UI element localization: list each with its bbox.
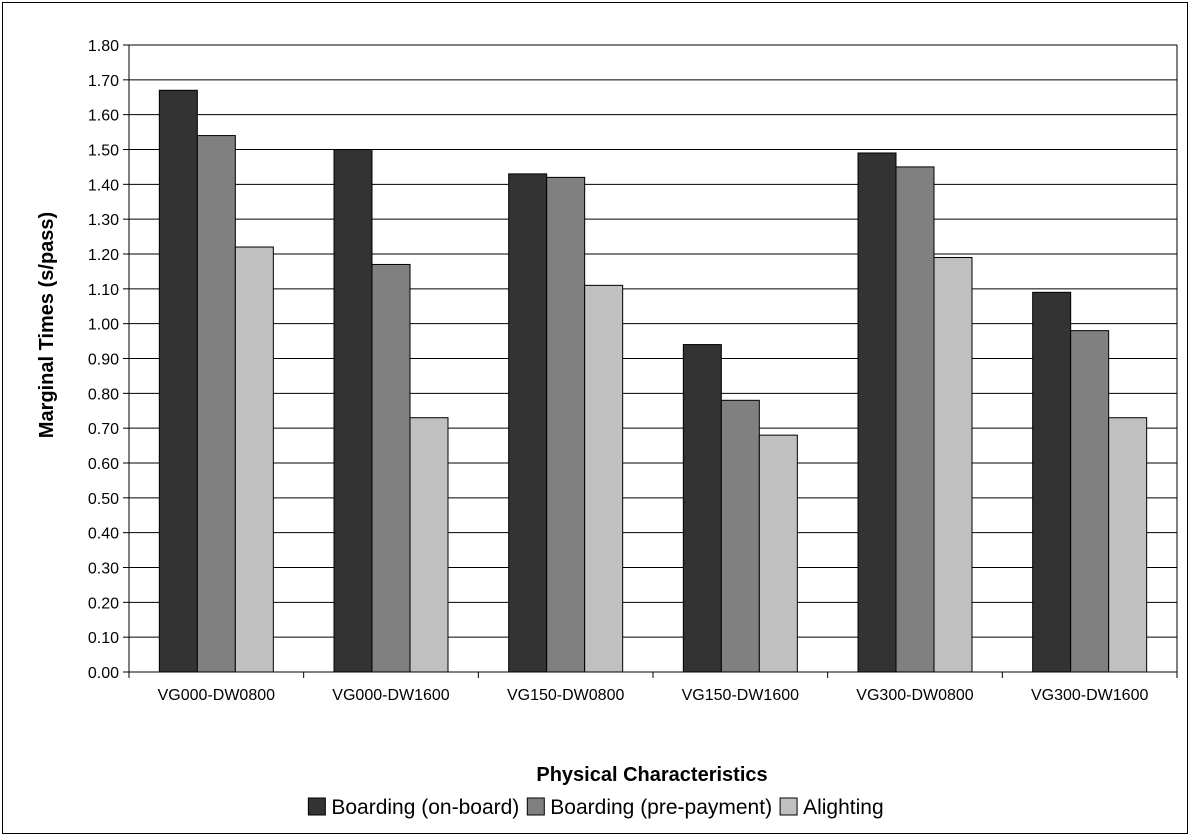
legend-swatch (307, 797, 326, 816)
y-axis-title: Marginal Times (s/pass) (36, 212, 58, 438)
y-tick-label: 1.20 (88, 247, 119, 264)
y-tick-label: 0.80 (88, 386, 119, 403)
bar (682, 344, 722, 673)
y-tick-label: 0.40 (88, 526, 119, 543)
bar (720, 399, 760, 673)
x-tick-label: VG150-DW1600 (682, 687, 799, 704)
gridlines (129, 44, 1177, 638)
y-tick-label: 0.10 (88, 630, 119, 647)
x-tick-label: VG300-DW1600 (1031, 687, 1148, 704)
bar (758, 434, 798, 673)
bar (371, 263, 411, 673)
legend-label: Boarding (on-board) (331, 796, 519, 819)
legend-label: Boarding (pre-payment) (550, 796, 772, 819)
x-axis-title: Physical Characteristics (536, 764, 767, 786)
x-tick-label: VG150-DW0800 (507, 687, 624, 704)
x-tick-label: VG300-DW0800 (856, 687, 973, 704)
y-tick-label: 0.60 (88, 456, 119, 473)
bar (158, 89, 198, 673)
bar (409, 417, 449, 673)
y-tick-label: 1.70 (88, 73, 119, 90)
bar (1108, 417, 1148, 673)
y-tick-label: 1.00 (88, 317, 119, 334)
y-tick-label: 0.50 (88, 491, 119, 508)
y-tick-label: 0.30 (88, 561, 119, 578)
bar (584, 284, 624, 673)
y-tick-label: 1.80 (88, 38, 119, 55)
bar (508, 173, 548, 673)
y-tick-label: 0.20 (88, 595, 119, 612)
axes (123, 44, 1178, 678)
y-tick-label: 1.30 (88, 212, 119, 229)
y-tick-label: 1.60 (88, 108, 119, 125)
y-tick-label: 0.70 (88, 421, 119, 438)
bars (158, 89, 1148, 673)
x-tick-label: VG000-DW0800 (158, 687, 275, 704)
bar (895, 166, 935, 673)
x-tick-label: VG000-DW1600 (332, 687, 449, 704)
bar (1070, 330, 1110, 673)
legend-swatch (526, 797, 545, 816)
bar (1032, 291, 1072, 673)
bar (857, 152, 897, 673)
bar (933, 256, 973, 673)
y-tick-labels: 0.00 0.10 0.20 0.30 0.40 0.50 0.60 0.70 0.80 0.90… (88, 38, 119, 682)
bar (196, 135, 236, 673)
y-tick-label: 1.10 (88, 282, 119, 299)
y-tick-label: 0.90 (88, 352, 119, 369)
legend-swatch (779, 797, 798, 816)
legend-label: Alighting (803, 796, 884, 819)
y-tick-label: 1.40 (88, 177, 119, 194)
y-tick-label: 1.50 (88, 143, 119, 160)
bar (333, 149, 373, 673)
x-tick-labels: VG000-DW0800 VG000-DW1600 VG150-DW0800 VG15… (158, 687, 1149, 704)
y-tick-label: 0.00 (88, 665, 119, 682)
bar (234, 246, 274, 673)
legend: Boarding (on-board) Boarding (pre-payment… (307, 796, 884, 819)
bar (546, 176, 586, 673)
